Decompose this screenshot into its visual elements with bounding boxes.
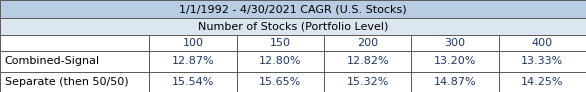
Text: 400: 400 (532, 38, 553, 48)
Bar (0, 18, 586, 35)
Bar (149, 72, 237, 92)
Text: 12.82%: 12.82% (346, 56, 389, 66)
Text: 300: 300 (445, 38, 465, 48)
Bar (237, 35, 324, 51)
Text: 150: 150 (270, 38, 291, 48)
Bar (411, 72, 499, 92)
Text: 1/1/1992 - 4/30/2021 CAGR (U.S. Stocks): 1/1/1992 - 4/30/2021 CAGR (U.S. Stocks) (179, 4, 407, 14)
Text: 14.87%: 14.87% (434, 77, 476, 87)
Bar (149, 51, 237, 72)
Bar (499, 72, 586, 92)
Text: 13.33%: 13.33% (521, 56, 564, 66)
Text: 13.20%: 13.20% (434, 56, 476, 66)
Bar (0, 35, 149, 51)
Bar (0, 51, 149, 72)
Text: 12.80%: 12.80% (259, 56, 302, 66)
Bar (499, 51, 586, 72)
Text: 15.32%: 15.32% (346, 77, 389, 87)
Text: Separate (then 50/50): Separate (then 50/50) (5, 77, 128, 87)
Bar (324, 72, 411, 92)
Bar (324, 35, 411, 51)
Bar (237, 72, 324, 92)
Bar (411, 35, 499, 51)
Text: Combined-Signal: Combined-Signal (5, 56, 100, 66)
Text: 200: 200 (357, 38, 379, 48)
Bar (0, 0, 586, 18)
Text: 100: 100 (183, 38, 203, 48)
Bar (149, 35, 237, 51)
Bar (0, 72, 149, 92)
Text: 15.54%: 15.54% (172, 77, 214, 87)
Text: 12.87%: 12.87% (172, 56, 214, 66)
Bar (411, 51, 499, 72)
Text: 15.65%: 15.65% (259, 77, 302, 87)
Text: Number of Stocks (Portfolio Level): Number of Stocks (Portfolio Level) (198, 22, 388, 32)
Bar (237, 51, 324, 72)
Bar (499, 35, 586, 51)
Text: 14.25%: 14.25% (521, 77, 564, 87)
Bar (324, 51, 411, 72)
